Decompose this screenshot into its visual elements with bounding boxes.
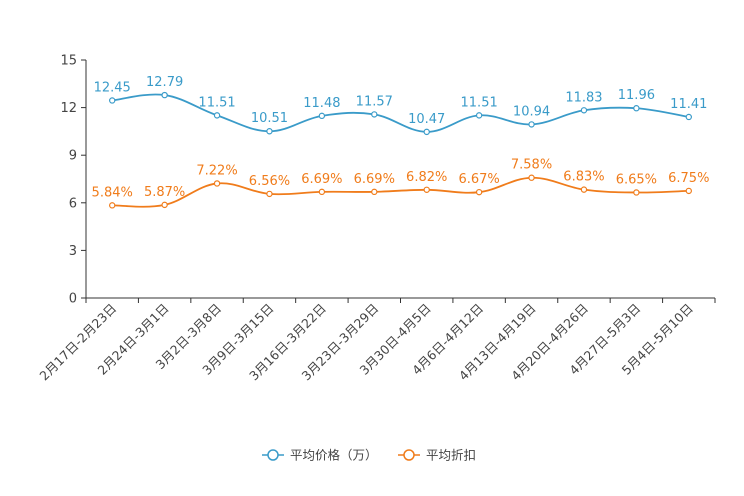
data-label: 10.47 [408,112,445,127]
legend-item-2[interactable]: 平均折扣 [398,448,476,463]
series-line [112,93,689,133]
data-label: 6.69% [301,172,342,187]
data-point[interactable] [266,128,273,135]
series-2: 5.84% 5.87% 7.22% 6.56% 6.69% 6.69% 6.82% 6.67%… [92,158,709,209]
y-tick-label: 12 [60,101,77,116]
data-label: 5.84% [92,185,133,200]
data-label: 6.83% [563,170,604,185]
y-tick-label: 9 [69,149,77,164]
legend-marker-icon [403,449,415,461]
data-label: 6.69% [354,172,395,187]
data-label: 6.67% [458,172,499,187]
data-point[interactable] [371,111,378,118]
data-point[interactable] [371,188,378,196]
series-layer: 12.45 12.79 11.51 10.51 11.48 11.57 10.47 11.51… [92,75,709,209]
data-label: 10.94 [513,104,550,119]
y-tick-label: 15 [60,54,77,69]
data-point[interactable] [161,201,168,209]
data-label: 5.87% [144,185,185,200]
legend-marker-icon [267,449,279,461]
data-point[interactable] [423,186,430,193]
data-point[interactable] [109,202,116,209]
data-point[interactable] [213,112,221,119]
data-point[interactable] [213,180,221,187]
data-label: 12.45 [94,80,131,95]
data-label: 11.57 [356,94,393,109]
data-point[interactable] [685,187,692,195]
data-point[interactable] [318,112,326,120]
y-tick-label: 0 [69,292,77,307]
data-point[interactable] [580,107,588,114]
legend-label: 平均折扣 [426,448,476,463]
data-label: 12.79 [146,75,183,90]
data-point[interactable] [266,190,273,198]
data-point[interactable] [318,188,326,196]
data-label: 11.96 [618,88,655,103]
data-point[interactable] [633,105,640,112]
data-point[interactable] [423,128,430,136]
data-label: 11.51 [198,95,235,110]
data-label: 11.48 [303,96,340,111]
legend-item-1[interactable]: 平均价格（万） [262,448,378,463]
data-label: 6.56% [249,174,290,189]
data-point[interactable] [633,189,640,196]
data-label: 6.82% [406,170,447,185]
legend-label: 平均价格（万） [290,448,378,463]
data-label: 7.58% [511,158,552,173]
data-point[interactable] [528,121,535,128]
data-label: 11.83 [565,90,602,105]
data-point[interactable] [528,174,535,181]
series-1: 12.45 12.79 11.51 10.51 11.48 11.57 10.47 11.51… [94,75,707,136]
data-point[interactable] [580,186,588,193]
data-point[interactable] [109,97,116,104]
data-label: 6.65% [616,172,657,187]
data-point[interactable] [475,112,483,119]
data-label: 7.22% [196,163,237,178]
data-point[interactable] [161,91,168,99]
data-label: 6.75% [668,171,709,186]
data-point[interactable] [685,113,692,121]
legend[interactable]: 平均价格（万） 平均折扣 [262,448,476,463]
y-tick-label: 6 [69,196,77,211]
y-tick-label: 3 [69,244,77,259]
data-label: 10.51 [251,111,288,126]
data-label: 11.41 [670,97,707,112]
data-label: 11.51 [461,95,498,110]
data-point[interactable] [475,188,483,196]
series-line [112,176,689,208]
